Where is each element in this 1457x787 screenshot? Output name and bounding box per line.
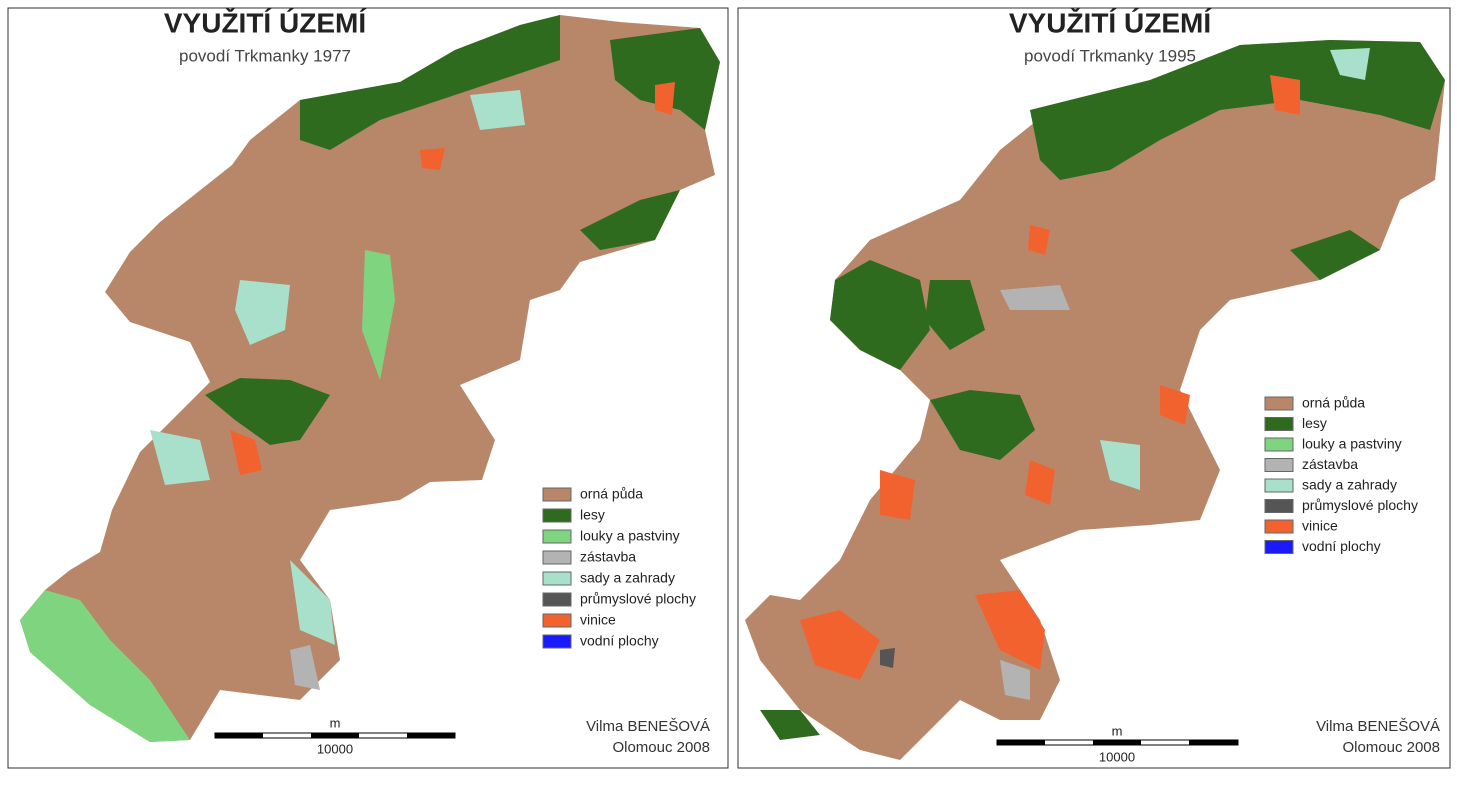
legend-label: vodní plochy xyxy=(1302,538,1381,554)
legend-swatch xyxy=(1264,437,1294,452)
basin-map xyxy=(745,40,1445,760)
legend-swatch xyxy=(1264,540,1294,554)
legend-label: lesy xyxy=(580,507,605,523)
legend-label: sady a zahrady xyxy=(1302,477,1397,493)
legend-swatch xyxy=(1264,478,1294,493)
legend-swatch xyxy=(542,487,572,502)
legend-label: zástavba xyxy=(1302,456,1358,472)
legend-label: průmyslové plochy xyxy=(580,591,696,607)
legend-label: vinice xyxy=(1302,518,1338,534)
legend-swatch xyxy=(542,634,572,649)
basin-map xyxy=(20,15,720,742)
legend-label: louky a pastviny xyxy=(1302,436,1402,452)
legend-label: orná půda xyxy=(1302,395,1365,411)
legend-swatch xyxy=(1264,499,1294,513)
scale-bar xyxy=(214,732,456,739)
legend-label: vodní plochy xyxy=(580,633,659,649)
legend-swatch xyxy=(542,550,572,565)
map-title: VYUŽITÍ ÚZEMÍ xyxy=(164,7,367,38)
place-year: Olomouc 2008 xyxy=(1342,739,1440,756)
map-subtitle: povodí Trkmanky 1977 xyxy=(179,46,351,65)
legend-swatch xyxy=(542,613,572,628)
author: Vilma BENEŠOVÁ xyxy=(1316,718,1440,735)
legend-label: louky a pastviny xyxy=(580,528,680,544)
legend-swatch xyxy=(1264,458,1294,472)
map-title: VYUŽITÍ ÚZEMÍ xyxy=(1009,7,1212,38)
legend-label: orná půda xyxy=(580,486,643,502)
scale-unit: m xyxy=(1112,723,1123,738)
scale-label: 10000 xyxy=(1099,749,1135,764)
legend-label: vinice xyxy=(580,612,616,628)
legend-swatch xyxy=(542,592,572,607)
map-subtitle: povodí Trkmanky 1995 xyxy=(1024,46,1196,65)
scale-label: 10000 xyxy=(317,741,353,756)
legend-swatch xyxy=(542,529,572,544)
legend-swatch xyxy=(1264,417,1294,431)
legend-swatch xyxy=(542,508,572,523)
legend-label: průmyslové plochy xyxy=(1302,497,1418,513)
scale-bar xyxy=(996,739,1239,746)
author: Vilma BENEŠOVÁ xyxy=(586,718,710,735)
legend-label: zástavba xyxy=(580,549,636,565)
legend-swatch xyxy=(542,571,572,586)
place-year: Olomouc 2008 xyxy=(612,739,710,756)
scale-unit: m xyxy=(330,715,341,730)
legend-label: lesy xyxy=(1302,415,1327,431)
legend-label: sady a zahrady xyxy=(580,570,675,586)
legend-swatch xyxy=(1264,519,1294,534)
legend-swatch xyxy=(1264,396,1294,411)
